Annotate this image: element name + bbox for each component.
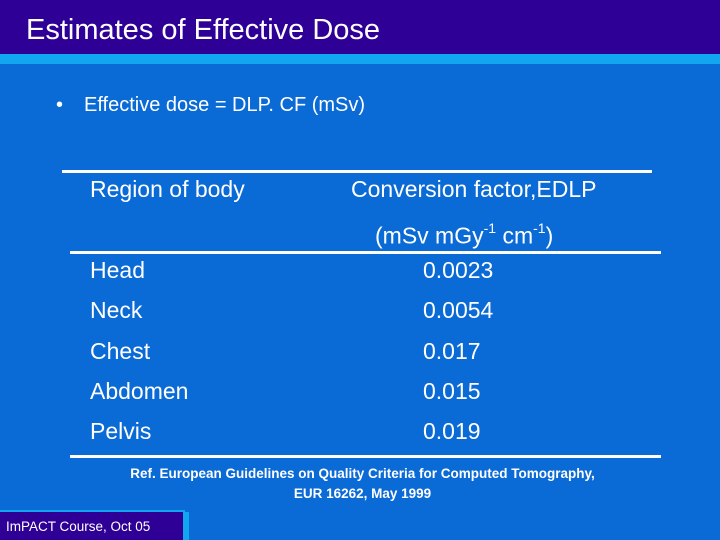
header-conversion-factor: Conversion factor,EDLP bbox=[351, 176, 597, 202]
row-factor: 0.0054 bbox=[423, 297, 494, 323]
reference-line-2: EUR 16262, May 1999 bbox=[293, 486, 432, 501]
slide-title: Estimates of Effective Dose bbox=[26, 14, 381, 46]
row-region: Head bbox=[90, 257, 145, 283]
header-conversion-unit: (mSv mGy-1 cm-1) bbox=[375, 220, 554, 249]
row-factor: 0.015 bbox=[423, 378, 481, 404]
table-header-rule bbox=[70, 251, 661, 254]
bullet-marker: • bbox=[56, 94, 64, 116]
row-factor: 0.019 bbox=[423, 418, 481, 444]
row-region: Chest bbox=[90, 338, 151, 364]
bullet-text: Effective dose = DLP. CF (mSv) bbox=[84, 94, 366, 116]
row-factor: 0.017 bbox=[423, 338, 481, 364]
row-region: Neck bbox=[90, 297, 143, 323]
row-factor: 0.0023 bbox=[423, 257, 494, 283]
footer-accent-right bbox=[183, 512, 189, 540]
table-top-rule bbox=[62, 170, 652, 173]
footer-course-label: ImPACT Course, Oct 05 bbox=[6, 519, 151, 534]
title-bar bbox=[0, 0, 720, 54]
row-region: Abdomen bbox=[90, 378, 189, 404]
title-accent-stripe bbox=[0, 54, 720, 64]
bullet-item: • Effective dose = DLP. CF (mSv) bbox=[56, 93, 365, 117]
table-bottom-rule bbox=[70, 455, 661, 458]
reference-line-1: Ref. European Guidelines on Quality Crit… bbox=[130, 466, 595, 481]
header-region: Region of body bbox=[90, 176, 245, 202]
footer-box bbox=[0, 512, 183, 540]
row-region: Pelvis bbox=[90, 418, 152, 444]
